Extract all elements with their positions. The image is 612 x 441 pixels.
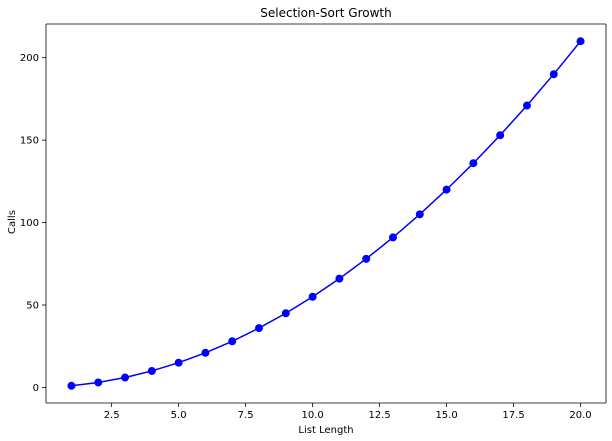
data-point (255, 324, 264, 333)
data-point (362, 254, 371, 263)
x-tick-label: 7.5 (238, 410, 254, 421)
y-tick-label: 200 (20, 53, 39, 64)
y-tick-label: 100 (20, 218, 39, 229)
y-tick-label: 50 (26, 300, 39, 311)
data-point (549, 70, 558, 79)
data-point (308, 292, 317, 301)
y-tick-label: 150 (20, 136, 39, 147)
data-point (121, 373, 130, 382)
x-tick-label: 15.0 (435, 410, 457, 421)
x-tick-label: 20.0 (569, 410, 591, 421)
x-axis-label: List Length (298, 425, 353, 436)
data-point (415, 210, 424, 219)
data-point (442, 185, 451, 194)
data-point (388, 233, 397, 242)
data-point (576, 37, 585, 46)
data-point (94, 378, 103, 387)
data-point (335, 274, 344, 283)
series-line (71, 40, 582, 387)
data-point (228, 337, 237, 346)
data-point (522, 101, 531, 110)
data-point (174, 358, 183, 367)
y-tick-label: 0 (33, 383, 39, 394)
data-point (281, 309, 290, 318)
x-tick-label: 12.5 (368, 410, 390, 421)
data-point (147, 366, 156, 375)
data-point (201, 348, 210, 357)
data-point (469, 159, 478, 168)
data-point (67, 381, 76, 390)
plot-area: 2.5 5.0 7.5 10.0 12.5 15.0 17.5 20.0 0 50 100 150 20… (20, 23, 607, 421)
x-tick-label: 10.0 (301, 410, 323, 421)
x-tick-label: 5.0 (171, 410, 187, 421)
data-point (496, 131, 505, 140)
y-axis-label: Calls (7, 210, 18, 234)
chart-title: Selection-Sort Growth (260, 6, 391, 20)
x-tick-label: 2.5 (104, 410, 120, 421)
x-tick-label: 17.5 (502, 410, 524, 421)
